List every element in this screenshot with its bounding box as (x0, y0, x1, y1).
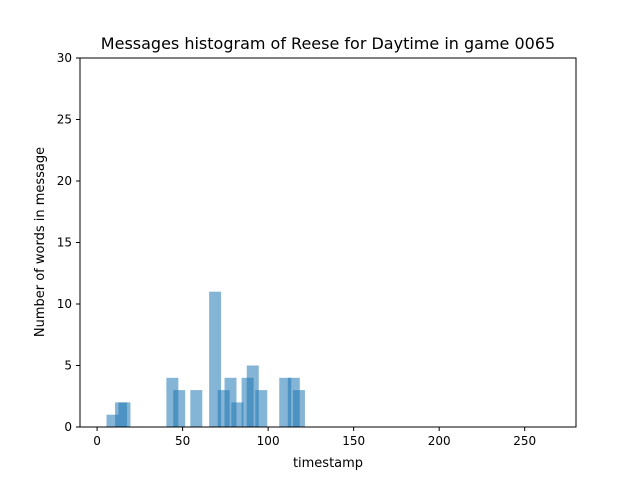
bar-0 (106, 414, 119, 427)
x-axis-label: timestamp (293, 456, 363, 471)
bar-13 (279, 377, 292, 427)
x-axis-ticks: 0 50 100 150 200 250 (93, 427, 536, 448)
bar-6 (209, 291, 222, 427)
x-tick-label: 50 (175, 434, 190, 448)
bar-8 (224, 377, 237, 427)
y-tick-label: 10 (57, 297, 72, 311)
y-axis-label: Number of words in message (33, 147, 48, 337)
bar-7 (217, 390, 230, 427)
bar-12 (255, 390, 268, 427)
bar-15 (292, 390, 305, 427)
y-tick-label: 25 (57, 113, 72, 127)
x-tick-label: 250 (513, 434, 536, 448)
x-tick-label: 200 (428, 434, 451, 448)
x-tick-label: 150 (342, 434, 365, 448)
y-tick-label: 0 (64, 420, 72, 434)
bars-group (106, 291, 305, 427)
y-tick-label: 15 (57, 236, 72, 250)
y-axis-ticks: 0 5 10 15 20 25 30 (57, 51, 80, 434)
chart-title: Messages histogram of Reese for Daytime … (101, 34, 555, 53)
bar-9 (231, 402, 244, 427)
x-tick-label: 0 (93, 434, 101, 448)
bar-5 (190, 390, 203, 427)
bar-2 (118, 402, 131, 427)
bar-4 (173, 390, 186, 427)
y-tick-label: 30 (57, 51, 72, 65)
y-tick-label: 20 (57, 174, 72, 188)
bar-11 (246, 365, 259, 427)
bar-3 (166, 377, 179, 427)
plot-frame (79, 57, 577, 428)
x-tick-label: 100 (257, 434, 280, 448)
y-tick-label: 5 (64, 359, 72, 373)
